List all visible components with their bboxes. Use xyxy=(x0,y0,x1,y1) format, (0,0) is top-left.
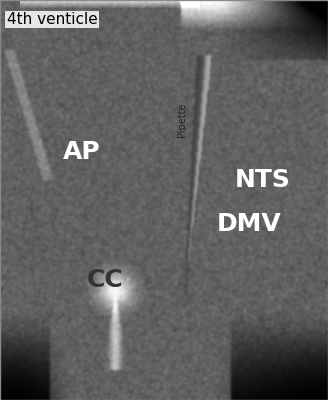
Text: Pipette: Pipette xyxy=(177,103,187,137)
Text: AP: AP xyxy=(63,140,101,164)
Text: NTS: NTS xyxy=(235,168,290,192)
Text: 4th venticle: 4th venticle xyxy=(7,12,97,27)
Text: CC: CC xyxy=(87,268,123,292)
Text: DMV: DMV xyxy=(217,212,282,236)
